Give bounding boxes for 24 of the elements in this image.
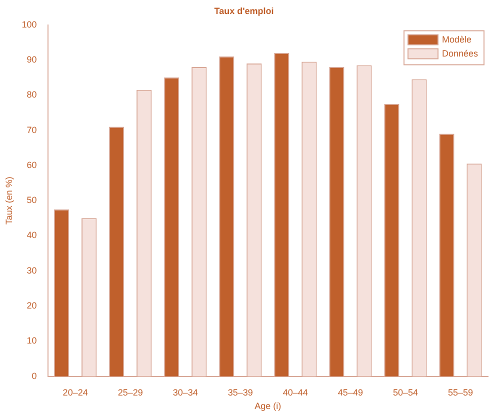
y-tick-label: 70 [26, 124, 37, 135]
x-tick-label: 55–59 [448, 387, 474, 398]
y-tick-label: 60 [26, 160, 37, 170]
x-tick-label: 30–34 [172, 387, 198, 398]
y-tick-label: 20 [26, 300, 37, 311]
x-tick-label: 35–39 [228, 387, 253, 398]
x-tick-label: 50–54 [392, 387, 418, 398]
x-axis-title: Age (i) [254, 401, 282, 412]
y-tick-label: 0 [32, 370, 37, 381]
y-axis-title: Taux (en %) [4, 176, 14, 225]
y-tick-label: 100 [22, 19, 37, 30]
chart-title: Taux d'emploi [214, 6, 274, 16]
x-tick-label: 20–24 [62, 387, 88, 398]
x-tick-label: 25–29 [118, 387, 143, 398]
y-tick-label: 80 [26, 90, 37, 100]
y-tick-label: 40 [26, 230, 37, 240]
x-tick-label: 45–49 [338, 387, 363, 398]
y-tick-label: 30 [26, 265, 37, 276]
y-tick-label: 50 [26, 195, 37, 206]
x-tick-label: 40–44 [282, 387, 308, 398]
legend-label: Données [442, 48, 479, 58]
y-tick-label: 90 [26, 54, 37, 64]
legend-label: Modèle [442, 34, 472, 44]
y-tick-label: 10 [26, 336, 37, 346]
